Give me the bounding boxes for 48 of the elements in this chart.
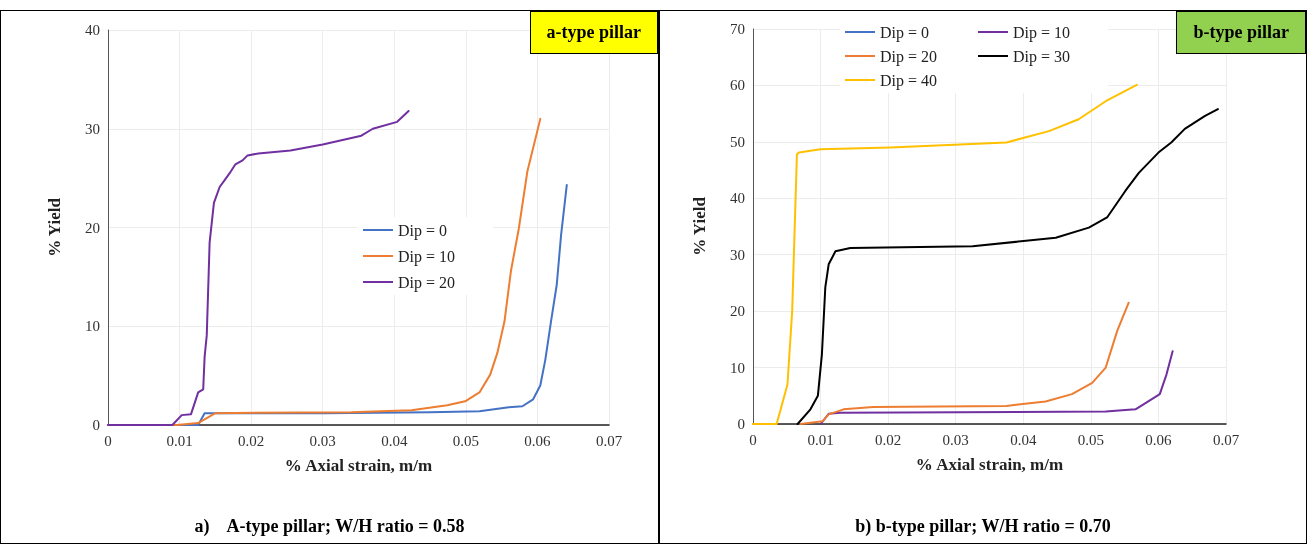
y-tick-label: 50 <box>730 133 745 150</box>
legend-label: Dip = 20 <box>398 273 456 292</box>
legend-label: Dip = 10 <box>1013 23 1071 42</box>
y-tick-label: 20 <box>730 303 745 320</box>
legend-label: Dip = 30 <box>1013 47 1071 66</box>
text: b) b-type pillar; W/H ratio = 0.70 <box>854 516 1112 537</box>
legend-label: Dip = 0 <box>880 23 930 42</box>
y-tick-label: 40 <box>730 190 745 207</box>
legend-label: Dip = 40 <box>880 71 938 90</box>
x-tick-label: 0.06 <box>524 432 552 449</box>
y-axis-title: % Yield <box>690 196 709 256</box>
legend-label: Dip = 10 <box>398 247 456 266</box>
x-tick-label: 0.06 <box>1145 431 1173 448</box>
x-axis-title: % Axial strain, m/m <box>915 455 1064 474</box>
annotation: b-type pillar <box>1176 11 1306 54</box>
x-tick-label: 0.03 <box>942 431 969 448</box>
y-tick-label: 20 <box>85 219 100 236</box>
y-tick-label: 30 <box>730 246 745 263</box>
y-axis-title: % Yield <box>45 197 64 257</box>
legend-label: Dip = 20 <box>880 47 938 66</box>
legend-label: Dip = 0 <box>398 221 448 240</box>
line-series <box>819 350 1174 425</box>
y-tick-label: 0 <box>737 416 745 432</box>
x-tick-label: 0.02 <box>238 432 265 449</box>
text: a) A-type pillar; W/H ratio = 0.58 <box>193 516 466 537</box>
x-tick-label: 0.05 <box>452 432 479 449</box>
annotation: a-type pillar <box>529 11 658 54</box>
x-tick-label: 0.04 <box>1010 431 1037 448</box>
x-tick-label: 0.02 <box>875 431 902 448</box>
x-axis-title: % Axial strain, m/m <box>284 456 433 475</box>
line-series <box>799 301 1130 425</box>
x-tick-label: 0.05 <box>1077 431 1104 448</box>
y-tick-label: 40 <box>85 22 100 38</box>
y-tick-label: 0 <box>92 417 100 433</box>
x-tick-label: 0.04 <box>381 432 408 449</box>
y-tick-label: 70 <box>730 21 745 37</box>
y-tick-label: 30 <box>85 120 100 137</box>
y-tick-label: 10 <box>730 359 745 376</box>
x-tick-label: 0 <box>749 431 757 448</box>
y-tick-label: 10 <box>85 318 100 335</box>
line-series <box>796 108 1219 425</box>
x-tick-label: 0.07 <box>595 432 623 449</box>
x-tick-label: 0.03 <box>309 432 336 449</box>
x-tick-label: 0.01 <box>166 432 193 449</box>
x-tick-label: 0.01 <box>807 431 834 448</box>
y-tick-label: 60 <box>730 77 745 94</box>
x-tick-label: 0 <box>104 432 112 449</box>
x-tick-label: 0.07 <box>1212 431 1240 448</box>
